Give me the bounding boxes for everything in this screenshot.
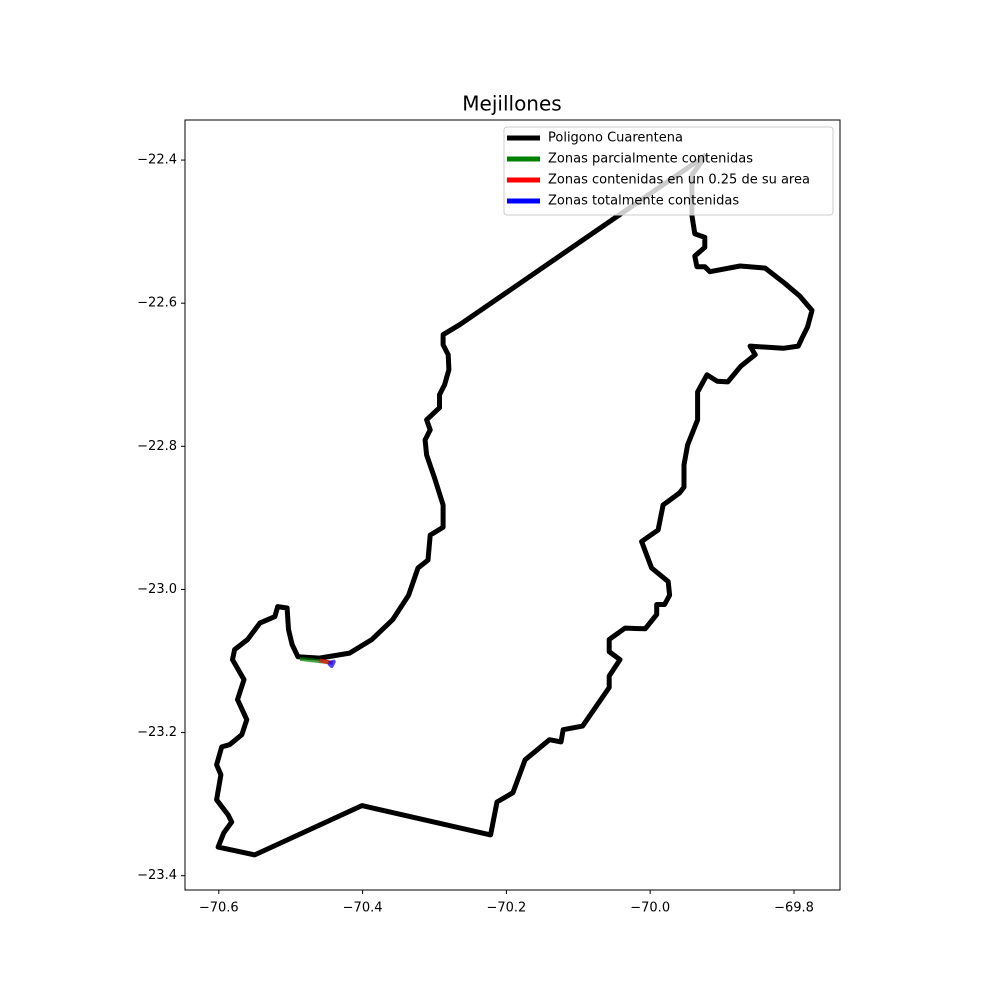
polygon-outline bbox=[327, 659, 336, 668]
legend: Poligono Cuarentena Zonas parcialmente co… bbox=[503, 126, 834, 216]
y-tick-label: −22.8 bbox=[137, 439, 177, 454]
polygon-outline bbox=[214, 153, 815, 858]
y-tick-label: −23.2 bbox=[137, 725, 177, 740]
legend-label: Zonas parcialmente contenidas bbox=[548, 152, 753, 167]
x-tick-label: −70.2 bbox=[486, 901, 526, 916]
y-tick-label: −23.4 bbox=[137, 868, 177, 883]
x-tick-label: −70.4 bbox=[343, 901, 383, 916]
axes-frame bbox=[184, 119, 841, 891]
legend-label: Zonas contenidas en un 0.25 de su area bbox=[548, 173, 810, 188]
legend-box bbox=[503, 126, 834, 216]
y-tick-label: −23.0 bbox=[137, 582, 177, 597]
x-tick-label: −70.6 bbox=[199, 901, 239, 916]
y-tick-label: −22.6 bbox=[137, 296, 177, 311]
chart-title: Mejillones bbox=[462, 92, 561, 116]
y-tick-label: −22.4 bbox=[137, 153, 177, 168]
x-tick-label: −70.0 bbox=[630, 901, 670, 916]
legend-label: Zonas totalmente contenidas bbox=[548, 194, 739, 209]
legend-label: Poligono Cuarentena bbox=[548, 131, 683, 146]
x-tick-label: −69.8 bbox=[774, 901, 814, 916]
